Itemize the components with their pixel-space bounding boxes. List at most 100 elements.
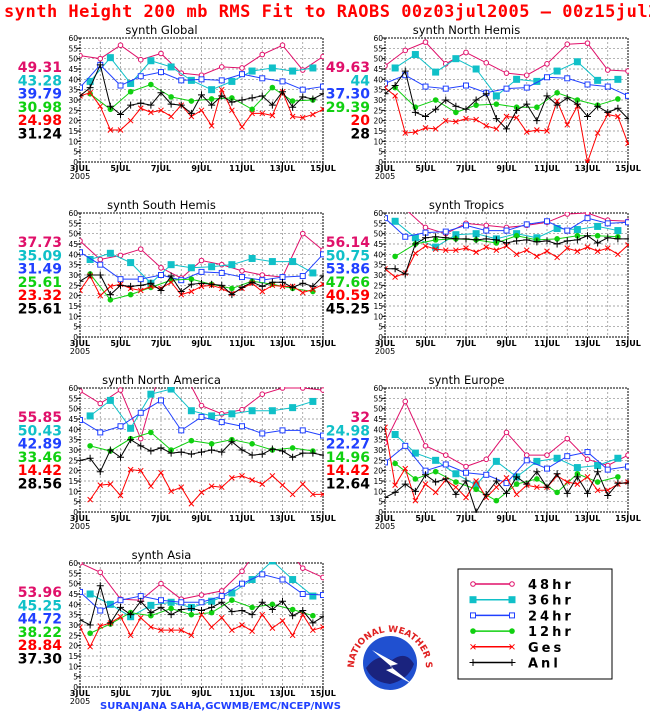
data-point-12hr — [392, 460, 398, 467]
stat-value-ges: 40.59 — [326, 288, 370, 304]
data-point-ges — [117, 127, 124, 133]
data-point-anl — [482, 490, 490, 498]
data-point-36hr — [187, 407, 195, 415]
data-point-36hr — [573, 464, 581, 472]
data-point-36hr — [309, 592, 317, 600]
data-point-48hr — [259, 272, 266, 278]
data-point-36hr — [208, 412, 216, 420]
data-point-ges — [523, 129, 530, 135]
data-point-ges — [279, 482, 286, 488]
data-point-anl — [187, 604, 195, 612]
data-point-ges — [97, 292, 104, 299]
stat-value-12hr: 47.66 — [326, 275, 370, 291]
data-point-anl — [503, 489, 510, 497]
data-point-ges — [320, 106, 324, 113]
data-point-12hr — [412, 476, 419, 482]
data-point-12hr — [229, 597, 235, 603]
data-point-ges — [87, 89, 93, 96]
data-point-anl — [442, 475, 450, 483]
data-point-12hr — [87, 443, 93, 449]
data-point-24hr — [503, 480, 510, 487]
stat-value-ges: 24.98 — [18, 113, 62, 129]
x-tick-label: 3JUL — [375, 339, 395, 348]
data-point-12hr — [473, 486, 479, 493]
data-point-anl — [258, 598, 266, 606]
x-tick-label: 11JUL — [229, 689, 255, 698]
data-point-ges — [148, 483, 154, 490]
y-tick-label: 20 — [68, 467, 78, 476]
stat-value-ges: 23.32 — [18, 288, 62, 304]
data-point-anl — [462, 235, 470, 243]
data-point-ges — [412, 129, 419, 135]
data-point-ges — [148, 109, 154, 116]
data-point-12hr — [594, 232, 601, 239]
y-tick-label: 40 — [373, 250, 383, 259]
data-point-36hr — [594, 76, 602, 84]
x-tick-label: 9JUL — [496, 339, 516, 348]
y-tick-label: 25 — [68, 281, 78, 290]
y-tick-label: 30 — [68, 96, 78, 105]
y-tick-label: 50 — [68, 230, 78, 239]
data-point-12hr — [229, 285, 235, 292]
x-tick-label: 11JUL — [229, 164, 255, 173]
data-point-36hr — [391, 217, 399, 225]
stat-value-ges: 14.42 — [326, 463, 370, 479]
data-point-48hr — [80, 388, 83, 394]
y-tick-label: 35 — [68, 611, 78, 620]
y-tick-label: 10 — [373, 487, 383, 496]
x-tick-label: 11JUL — [534, 339, 560, 348]
data-point-36hr — [492, 457, 500, 465]
series-group — [80, 230, 324, 303]
data-point-anl — [289, 453, 297, 461]
data-point-ges — [229, 107, 235, 114]
data-point-12hr — [249, 106, 255, 113]
legend-marker-end — [509, 643, 515, 650]
data-point-anl — [624, 235, 629, 243]
data-point-anl — [117, 453, 124, 461]
data-point-48hr — [198, 257, 205, 264]
data-point-anl — [472, 96, 480, 104]
data-point-anl — [319, 272, 324, 280]
data-point-anl — [106, 446, 114, 454]
stat-value-12hr: 25.61 — [18, 275, 62, 291]
stat-value-48hr: 55.85 — [18, 410, 62, 426]
data-point-anl — [553, 470, 561, 478]
data-point-36hr — [432, 68, 440, 76]
data-point-anl — [167, 100, 175, 108]
x-tick-label: 13JUL — [270, 164, 296, 173]
data-point-anl — [137, 597, 145, 605]
data-point-ges — [473, 249, 479, 256]
y-tick-label: 0 — [73, 333, 78, 342]
data-point-ges — [148, 624, 154, 630]
data-point-anl — [604, 108, 612, 116]
data-point-anl — [238, 607, 246, 615]
y-tick-label: 20 — [68, 642, 78, 651]
data-point-anl — [309, 282, 317, 290]
stat-value-24hr: 44.72 — [18, 612, 62, 628]
data-point-12hr — [615, 96, 621, 102]
data-point-anl — [86, 454, 94, 462]
y-tick-label: 15 — [68, 652, 78, 661]
data-point-anl — [228, 291, 236, 299]
data-point-anl — [147, 447, 155, 455]
data-point-12hr — [554, 236, 560, 242]
stat-value-anl: 28.56 — [18, 477, 62, 493]
y-tick-label: 50 — [373, 55, 383, 64]
y-tick-label: 45 — [68, 415, 78, 424]
data-point-anl — [117, 110, 124, 118]
data-point-anl — [624, 115, 629, 123]
stat-value-12hr: 29.39 — [326, 100, 370, 116]
y-tick-label: 25 — [373, 106, 383, 115]
data-point-ges — [269, 112, 276, 119]
series-group — [80, 42, 324, 133]
plot-frame — [384, 37, 629, 163]
x-tick-label: 15JUL — [310, 514, 336, 523]
legend-label: 48hr — [528, 578, 574, 593]
data-point-anl — [422, 471, 429, 479]
data-point-ges — [80, 287, 83, 294]
data-point-anl — [208, 101, 216, 109]
data-point-ges — [574, 481, 581, 487]
data-point-24hr — [385, 459, 388, 466]
data-point-anl — [80, 456, 84, 464]
data-point-48hr — [564, 41, 571, 48]
